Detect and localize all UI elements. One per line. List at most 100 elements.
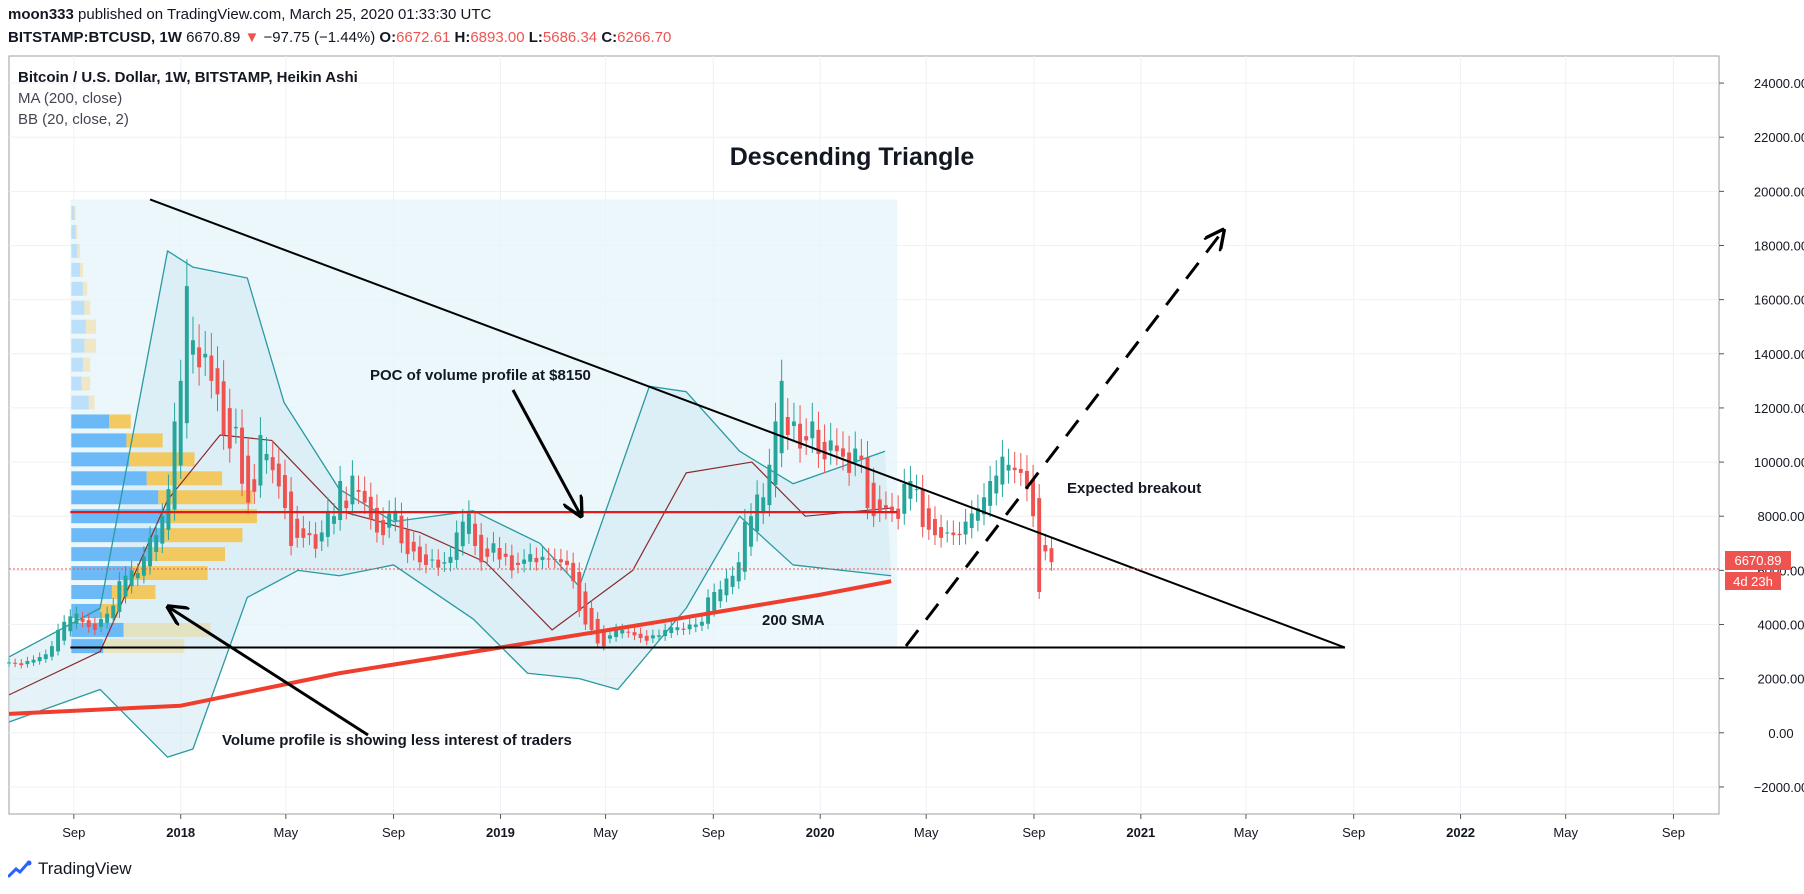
last-price: 6670.89 [186, 29, 241, 46]
candle-body [399, 515, 404, 544]
tradingview-logo[interactable]: TradingView [8, 859, 132, 879]
candle-body [902, 483, 907, 514]
vp-buy-bar [71, 433, 127, 448]
vp-buy-bar [71, 206, 75, 221]
candle-body [178, 380, 183, 466]
price-axis[interactable]: 24000.00 22000.00 20000.00 18000.00 16000.00… [1719, 76, 1804, 795]
x-tick-label: Sep [1662, 825, 1685, 840]
candle-body [785, 417, 790, 435]
y-tick-label: 24000.00 [1754, 76, 1804, 91]
candle-body [19, 663, 24, 666]
candle-body [816, 429, 821, 454]
x-tick-label: 2019 [486, 825, 515, 840]
vp-buy-bar [71, 357, 83, 372]
candle-body [191, 340, 195, 355]
vp-sell-bar [103, 639, 185, 654]
poc-annotation: POC of volume profile at $8150 [370, 367, 591, 384]
candle-body [424, 554, 428, 565]
candle-body [405, 529, 410, 555]
volume-profile-annotation: Volume profile is showing less interest … [222, 732, 572, 749]
volume-profile [71, 206, 257, 654]
candle-body [571, 562, 576, 582]
legend-series[interactable]: Bitcoin / U.S. Dollar, 1W, BITSTAMP, Hei… [18, 69, 358, 86]
candle-body [141, 556, 146, 576]
x-tick-label: Sep [1342, 825, 1365, 840]
candle-body [920, 489, 925, 528]
y-tick-label: 4000.00 [1758, 618, 1804, 633]
candle-body [411, 541, 416, 552]
candle-body [577, 572, 582, 611]
candle-body [871, 482, 876, 517]
last-price-badge [1725, 551, 1791, 570]
candle-body [565, 560, 569, 565]
vp-sell-bar [75, 224, 78, 239]
candle-body [620, 629, 625, 634]
candle-body [56, 629, 61, 652]
candle-body [209, 355, 214, 381]
countdown-badge [1725, 572, 1781, 590]
candle-body [497, 547, 502, 560]
x-tick-label: Sep [1022, 825, 1045, 840]
author-name[interactable]: moon333 [8, 6, 74, 23]
candle-body [663, 629, 668, 637]
vp-buy-bar [71, 566, 133, 581]
candle-body [804, 436, 809, 441]
candle-body [724, 578, 729, 596]
candle-body [963, 521, 968, 535]
candle-body [246, 455, 251, 503]
candle-body [669, 627, 674, 633]
trend-drawings [70, 198, 1346, 649]
legend-ma[interactable]: MA (200, close) [18, 90, 122, 107]
candle-body [558, 559, 563, 563]
candle-body [1037, 498, 1042, 593]
candle-body [1006, 464, 1011, 471]
candle-body [749, 516, 753, 547]
vp-buy-bar [71, 243, 78, 258]
candle-body [240, 427, 244, 484]
candle-body [74, 613, 79, 624]
candle-body [338, 481, 343, 521]
vp-sell-bar [84, 338, 96, 353]
y-tick-label: 8000.00 [1758, 509, 1804, 524]
candle-body [687, 624, 692, 630]
candle-body [939, 527, 944, 538]
vp-buy-bar [71, 639, 104, 654]
legend-bb[interactable]: BB (20, close, 2) [18, 111, 129, 128]
candle-body [1043, 545, 1048, 552]
candle-body [675, 627, 680, 631]
candle-body [773, 421, 778, 485]
candle-body [859, 455, 864, 460]
candle-body [712, 592, 717, 611]
candle-body [632, 632, 637, 636]
vp-buy-bar [71, 281, 83, 296]
candle-body [644, 635, 649, 641]
x-tick-label: 2022 [1446, 825, 1475, 840]
candle-body [313, 534, 318, 549]
candle-body [473, 523, 478, 546]
breakout-annotation: Expected breakout [1067, 480, 1201, 497]
candle-body [607, 635, 612, 639]
vp-sell-bar [81, 376, 91, 391]
candle-body [791, 421, 796, 427]
candle-body [393, 510, 398, 521]
candle-body [368, 496, 373, 519]
vp-sell-bar [126, 433, 163, 448]
candle-body [957, 533, 962, 536]
breakout-arrow [904, 232, 1222, 647]
candle-body [25, 661, 30, 665]
candle-body [503, 553, 508, 557]
vp-buy-bar [71, 622, 124, 637]
candle-body [99, 619, 103, 627]
high-label: H: [454, 29, 471, 46]
candle-body [80, 618, 85, 622]
close-label: C: [601, 29, 618, 46]
candle-body [203, 353, 208, 358]
candle-body [307, 533, 312, 536]
y-tick-label: 0.00 [1768, 726, 1793, 741]
candle-body [896, 508, 901, 519]
time-axis[interactable]: Sep 2018 May Sep 2019 May Sep 2020 May Sep 2021 May… [62, 814, 1685, 840]
x-tick-label: May [914, 825, 939, 840]
candle-body [528, 554, 533, 562]
candle-body [374, 507, 379, 533]
